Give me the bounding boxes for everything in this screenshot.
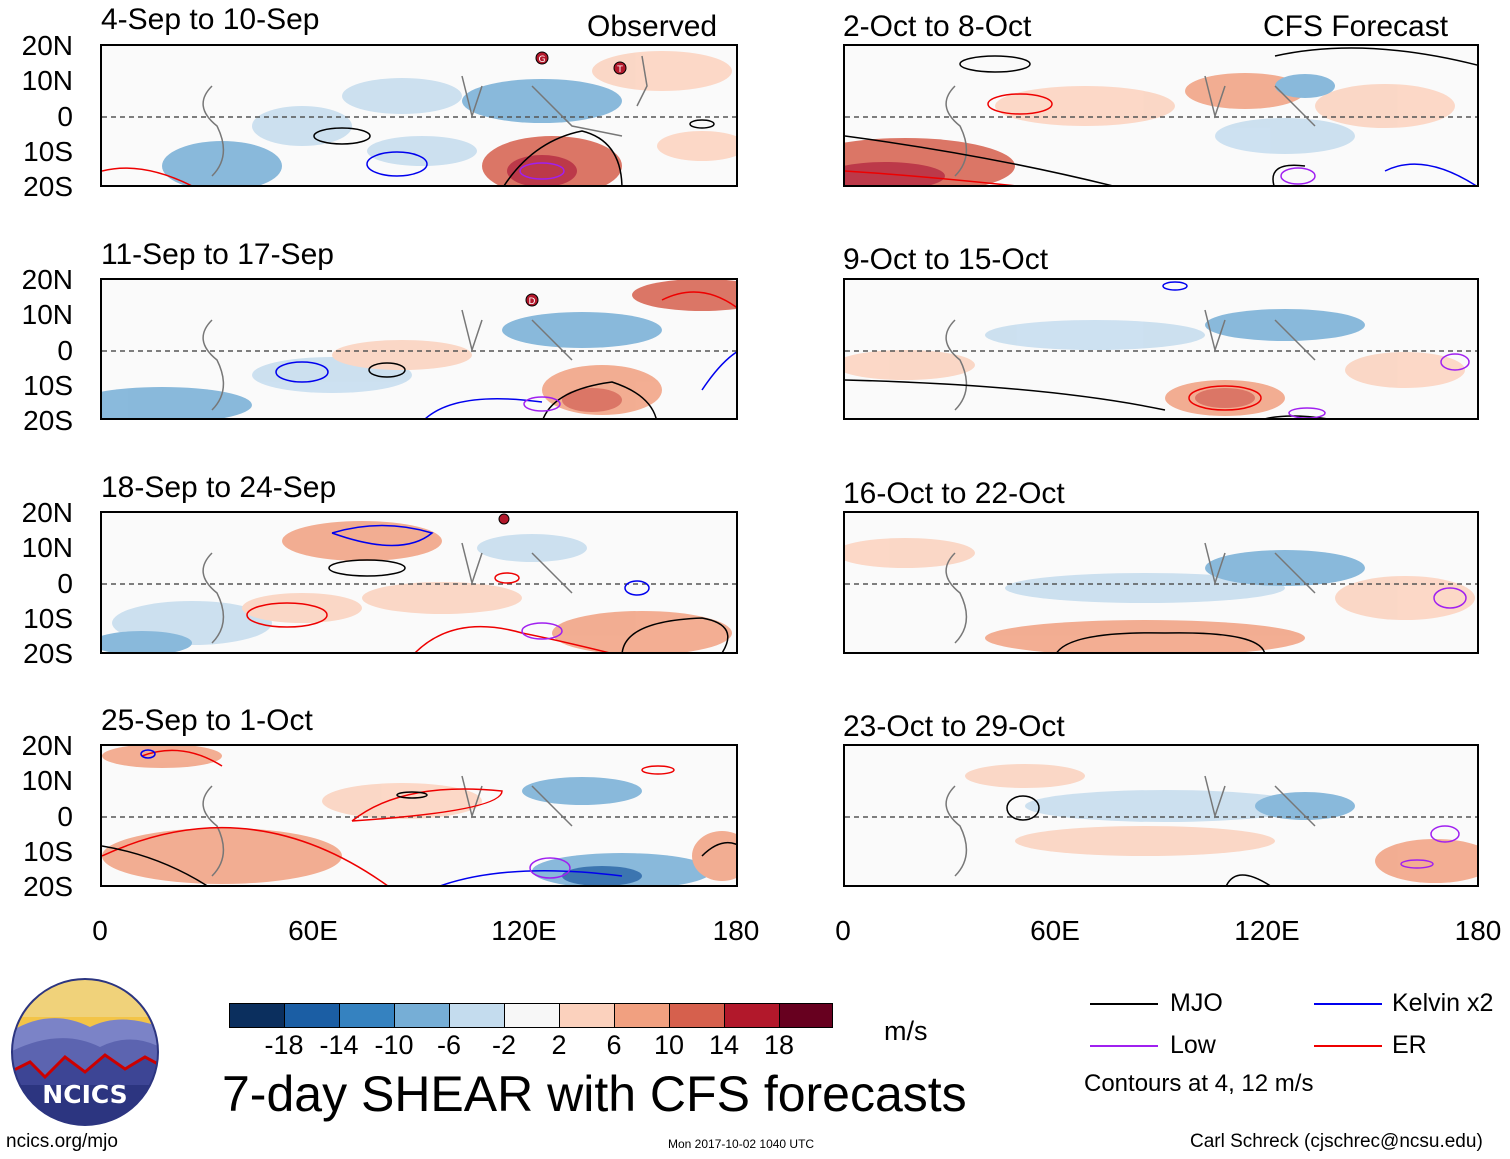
- main-title: 7-day SHEAR with CFS forecasts: [222, 1066, 967, 1122]
- ncics-logo[interactable]: NCICS: [10, 977, 160, 1127]
- legend-label-low: Low: [1170, 1031, 1216, 1059]
- colorbar-bin: [614, 1003, 670, 1028]
- legend-line-low: [1090, 1045, 1158, 1047]
- lat-label: 20N: [21, 30, 73, 61]
- colorbar-bin: [339, 1003, 395, 1028]
- colorbar-tick-label: 2: [551, 1030, 567, 1060]
- storm-marker-d: D: [529, 297, 536, 307]
- lat-label: 20S: [23, 871, 73, 902]
- author-credit: Carl Schreck (cjschrec@ncsu.edu): [1190, 1131, 1483, 1152]
- lat-label: 20S: [23, 405, 73, 436]
- colorbar-tick-label: 6: [606, 1030, 622, 1060]
- observed-map-1: G T: [100, 44, 738, 187]
- observed-map-4: [100, 744, 738, 887]
- lon-label-right: 180: [1454, 915, 1502, 946]
- legend-line-mjo: [1090, 1003, 1158, 1005]
- timestamp: Mon 2017-10-02 1040 UTC: [668, 1137, 815, 1151]
- map-field: D: [102, 280, 736, 418]
- lat-label: 10N: [21, 299, 73, 330]
- colorbar-tick-label: 10: [653, 1030, 685, 1060]
- forecast-map-1: [843, 44, 1479, 187]
- observed-map-3: [100, 511, 738, 654]
- lat-label: 10N: [21, 765, 73, 796]
- lon-label-right: 120E: [1234, 915, 1300, 946]
- lat-label: 10S: [23, 370, 73, 401]
- forecast-map-2: [843, 278, 1479, 420]
- lat-label: 20S: [23, 638, 73, 669]
- colorbar-bin: [504, 1003, 560, 1028]
- lat-label: 10N: [21, 65, 73, 96]
- lon-label-right: 0: [835, 915, 851, 946]
- colorbar-bin: [449, 1003, 505, 1028]
- observed-panel-title-4: 25-Sep to 1-Oct: [101, 704, 313, 737]
- map-field: G T: [102, 51, 736, 185]
- legend-label-mjo: MJO: [1170, 989, 1223, 1017]
- colorbar-tick-label: -10: [374, 1030, 414, 1060]
- colorbar-bin: [229, 1003, 285, 1028]
- colorbar-tick-label: -2: [491, 1030, 516, 1060]
- colorbar-bin: [669, 1003, 725, 1028]
- forecast-map-4: [843, 744, 1479, 887]
- forecast-panel-title-1: 2-Oct to 8-Oct: [843, 10, 1032, 43]
- lon-label-left: 0: [92, 915, 108, 946]
- colorbar-bin: [394, 1003, 450, 1028]
- colorbar-bin: [559, 1003, 615, 1028]
- colorbar-tick-label: -6: [436, 1030, 461, 1060]
- lat-label: 10S: [23, 836, 73, 867]
- lat-label: 0: [57, 801, 73, 832]
- website-link[interactable]: ncics.org/mjo: [6, 1131, 118, 1152]
- map-field: [102, 513, 736, 652]
- forecast-panel-title-4: 23-Oct to 29-Oct: [843, 710, 1065, 743]
- legend-label-kelvin: Kelvin x2: [1392, 989, 1494, 1017]
- lon-label-left: 120E: [491, 915, 557, 946]
- lon-label-right: 60E: [1030, 915, 1080, 946]
- colorbar-tick-label: -18: [264, 1030, 304, 1060]
- forecast-label: CFS Forecast: [1263, 10, 1449, 43]
- lat-label: 20N: [21, 264, 73, 295]
- lat-label: 0: [57, 335, 73, 366]
- forecast-map-3: [843, 511, 1479, 654]
- observed-panel-title-1: 4-Sep to 10-Sep: [101, 3, 320, 36]
- storm-marker-g: G: [539, 55, 546, 65]
- map-field: [845, 764, 1477, 885]
- colorbar-bin: [284, 1003, 340, 1028]
- observed-label: Observed: [587, 10, 718, 43]
- lat-label: 10S: [23, 136, 73, 167]
- colorbar-tick-label: 14: [708, 1030, 740, 1060]
- forecast-panel-title-3: 16-Oct to 22-Oct: [843, 477, 1065, 510]
- lat-label: 20S: [23, 171, 73, 202]
- forecast-panel-title-2: 9-Oct to 15-Oct: [843, 243, 1049, 276]
- lat-label: 10S: [23, 603, 73, 634]
- storm-marker-t: T: [616, 65, 623, 75]
- lat-label: 20N: [21, 497, 73, 528]
- map-field: [845, 281, 1477, 418]
- lon-label-left: 60E: [288, 915, 338, 946]
- colorbar-bin: [724, 1003, 780, 1028]
- ncics-logo-icon: NCICS: [11, 978, 159, 1126]
- observed-panel-title-3: 18-Sep to 24-Sep: [101, 471, 337, 504]
- map-field: [845, 538, 1477, 652]
- lat-label: 0: [57, 101, 73, 132]
- map-field: [845, 47, 1477, 185]
- lat-label: 20N: [21, 730, 73, 761]
- colorbar-tick-label: 18: [763, 1030, 795, 1060]
- observed-panel-title-2: 11-Sep to 17-Sep: [101, 238, 334, 271]
- colorbar-units: m/s: [884, 1016, 928, 1046]
- map-field: [102, 746, 736, 885]
- colorbar-bin: [779, 1003, 833, 1028]
- legend-note: Contours at 4, 12 m/s: [1084, 1070, 1314, 1097]
- legend-line-er: [1314, 1045, 1382, 1047]
- observed-map-2: D: [100, 278, 738, 420]
- colorbar-tick-label: -14: [319, 1030, 359, 1060]
- lat-label: 0: [57, 568, 73, 599]
- lon-label-left: 180: [712, 915, 760, 946]
- lat-label: 10N: [21, 532, 73, 563]
- legend-label-er: ER: [1392, 1031, 1427, 1059]
- logo-text: NCICS: [42, 1080, 127, 1109]
- legend-line-kelvin: [1314, 1003, 1382, 1005]
